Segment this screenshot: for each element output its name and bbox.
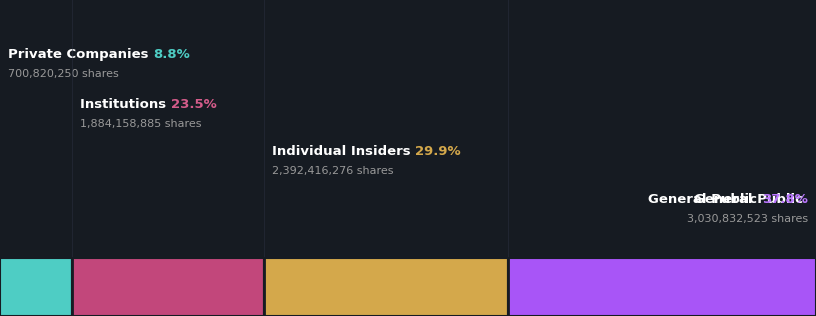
Text: 8.8%: 8.8%: [153, 48, 190, 61]
Text: 2,392,416,276 shares: 2,392,416,276 shares: [272, 166, 393, 176]
Bar: [508, 258, 816, 316]
Text: 29.9%: 29.9%: [415, 145, 460, 158]
Bar: [0, 258, 72, 316]
Text: 37.8%: 37.8%: [762, 193, 808, 206]
Text: Individual Insiders: Individual Insiders: [272, 145, 415, 158]
Text: 3,030,832,523 shares: 3,030,832,523 shares: [687, 214, 808, 224]
Text: Private Companies: Private Companies: [8, 48, 153, 61]
Text: General Public: General Public: [649, 193, 762, 206]
Text: 700,820,250 shares: 700,820,250 shares: [8, 69, 119, 79]
Bar: [72, 258, 264, 316]
Text: 23.5%: 23.5%: [171, 98, 216, 111]
Bar: [264, 258, 508, 316]
Text: General Public: General Public: [694, 193, 808, 206]
Text: Institutions: Institutions: [80, 98, 171, 111]
Text: 1,884,158,885 shares: 1,884,158,885 shares: [80, 119, 202, 129]
